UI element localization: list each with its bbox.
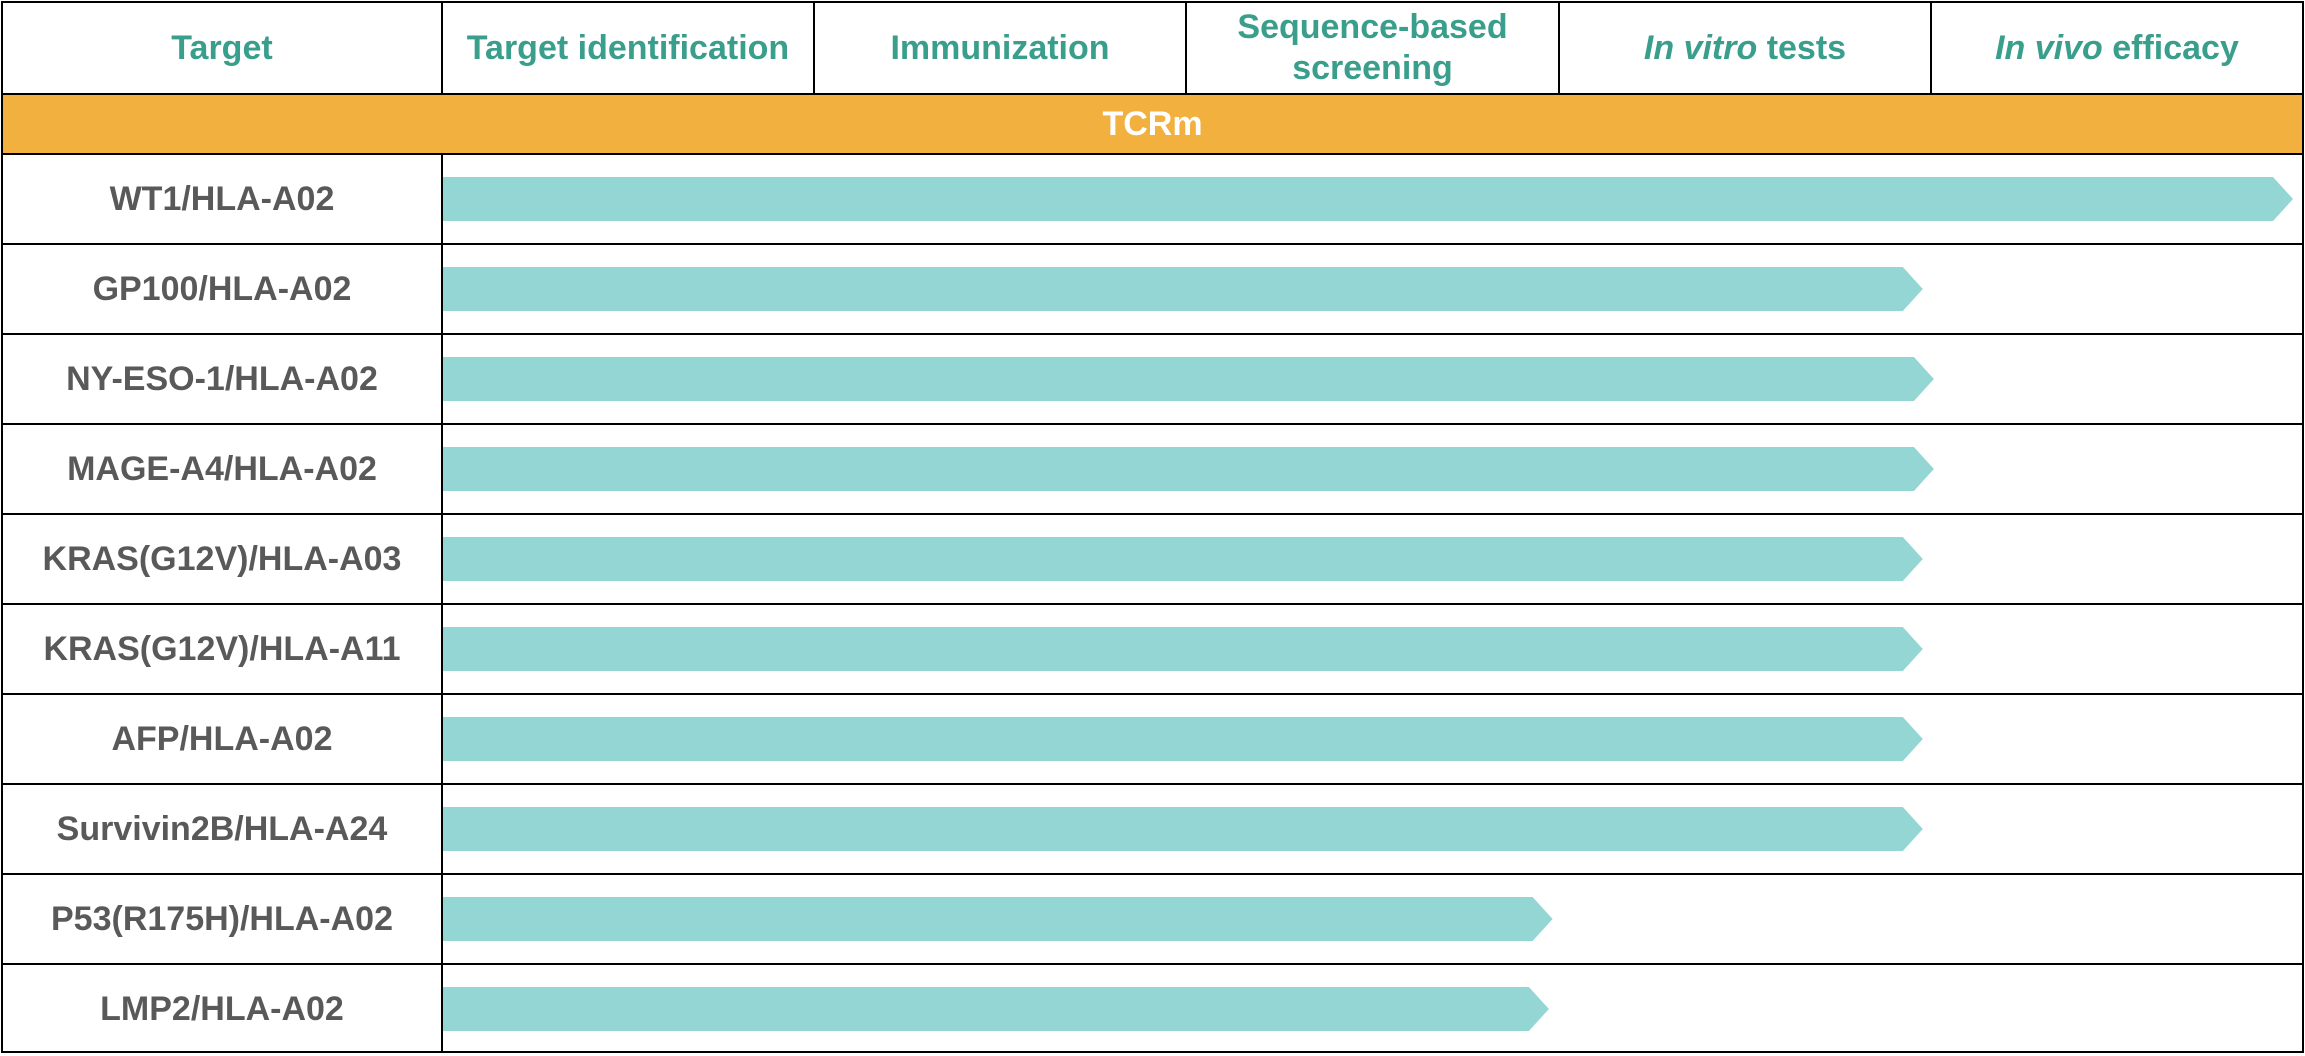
progress-arrow-7 xyxy=(442,717,1923,761)
tcrm-band xyxy=(2,94,2303,154)
progress-arrow-6 xyxy=(442,627,1923,671)
target-label: WT1/HLA-A02 xyxy=(109,179,335,218)
target-label: P53(R175H)/HLA-A02 xyxy=(51,899,393,938)
header-2: Target identification xyxy=(442,2,814,94)
progress-arrow-8 xyxy=(442,807,1923,851)
progress-arrow-1 xyxy=(442,177,2293,221)
header-1: Target xyxy=(2,2,442,94)
progress-arrow-2 xyxy=(442,267,1923,311)
header-5: In vitro tests xyxy=(1559,2,1931,94)
tcrm-band-label: TCRm xyxy=(1102,104,1203,143)
target-label: GP100/HLA-A02 xyxy=(92,269,352,308)
header-6: In vivo efficacy xyxy=(1931,2,2303,94)
target-label: Survivin2B/HLA-A24 xyxy=(56,809,388,848)
target-label: AFP/HLA-A02 xyxy=(111,719,333,758)
target-label: LMP2/HLA-A02 xyxy=(100,989,344,1028)
header-3: Immunization xyxy=(814,2,1186,94)
target-label: NY-ESO-1/HLA-A02 xyxy=(66,359,378,398)
header-text: Target xyxy=(171,28,273,67)
progress-arrow-3 xyxy=(442,357,1934,401)
header-text: Target identification xyxy=(466,28,790,67)
header-text: Immunization xyxy=(890,28,1110,67)
header-italic: In vivo xyxy=(1995,28,2103,67)
header-rest: tests xyxy=(1757,28,1847,67)
header-rest: efficacy xyxy=(2102,28,2239,67)
target-label: KRAS(G12V)/HLA-A11 xyxy=(43,629,401,668)
progress-arrow-5 xyxy=(442,537,1923,581)
header-text: Sequence-based screening xyxy=(1237,8,1508,87)
progress-arrow-4 xyxy=(442,447,1934,491)
progress-arrow-10 xyxy=(442,987,1549,1031)
header-4: Sequence-based screening xyxy=(1186,2,1559,94)
target-label: MAGE-A4/HLA-A02 xyxy=(67,449,377,488)
progress-arrow-9 xyxy=(442,897,1553,941)
header-italic: In vitro xyxy=(1643,28,1758,67)
target-label: KRAS(G12V)/HLA-A03 xyxy=(42,539,402,578)
